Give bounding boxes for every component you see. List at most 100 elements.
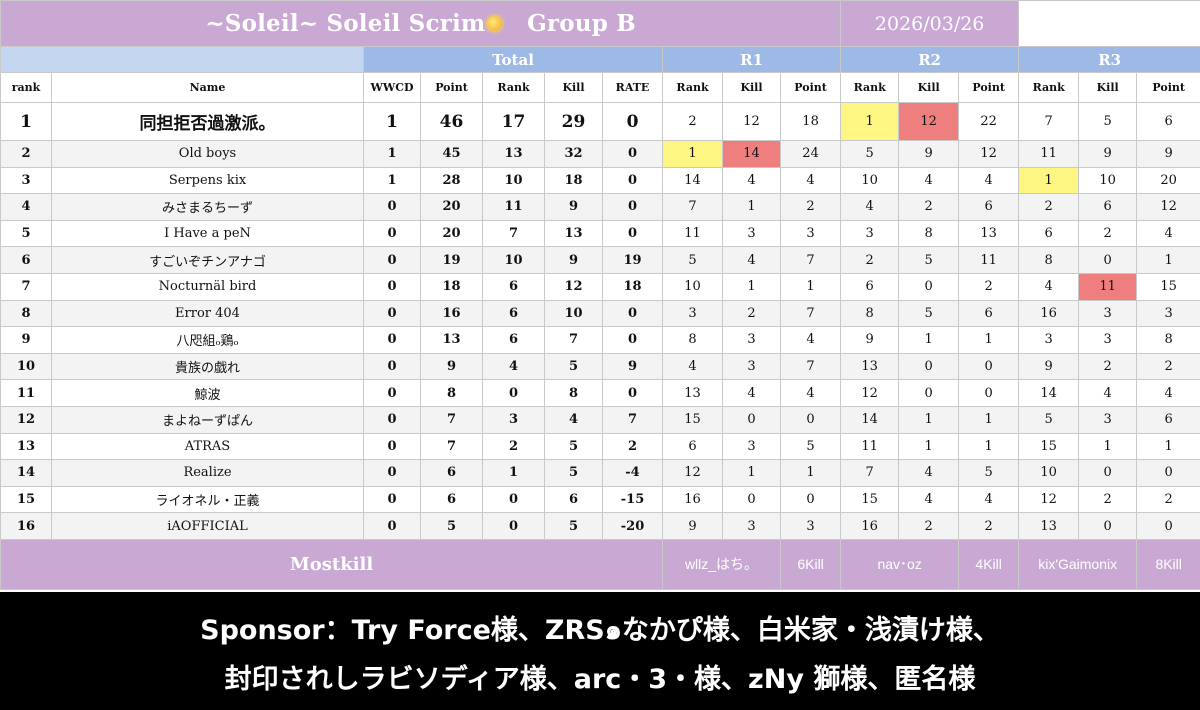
r3-rank-cell: 9 bbox=[1018, 352, 1080, 381]
r3-point-cell: 2 bbox=[1136, 485, 1200, 514]
total-rank-cell: 3 bbox=[482, 405, 545, 434]
r1-rank-cell: 8 bbox=[662, 326, 723, 354]
scrim-title: ~Soleil~ Soleil Scrim Group B bbox=[0, 0, 842, 47]
r2-rank-cell: 11 bbox=[840, 432, 900, 461]
r1-kill-cell: 1 bbox=[722, 272, 781, 301]
r2-kill-cell: 1 bbox=[898, 326, 960, 354]
r2-kill-col-header: Kill bbox=[898, 72, 960, 103]
r2-rank-cell: 3 bbox=[840, 219, 900, 248]
r2-rank-cell: 13 bbox=[840, 352, 900, 381]
r1-kill-cell: 4 bbox=[722, 166, 781, 195]
rank-cell: 4 bbox=[0, 193, 52, 221]
table-row: 3 Serpens kix 1 28 10 18 0 14 4 4 10 4 4 1 10 20 bbox=[0, 166, 1200, 195]
name-cell: 八咫組ₒ鶏ₒ bbox=[51, 326, 364, 354]
r1-kill-cell: 4 bbox=[722, 246, 781, 274]
total-point-cell: 18 bbox=[420, 272, 483, 301]
r2-point-cell: 12 bbox=[958, 140, 1020, 168]
r3-kill-cell: 11 bbox=[1078, 272, 1138, 301]
r3-point-cell: 6 bbox=[1136, 102, 1200, 141]
r3-kill-cell: 10 bbox=[1078, 166, 1138, 195]
total-kill-cell: 29 bbox=[544, 102, 603, 141]
r3-rank-cell: 2 bbox=[1018, 193, 1080, 221]
name-cell: Old boys bbox=[51, 140, 364, 168]
r2-kill-cell: 1 bbox=[898, 432, 960, 461]
total-point-col-header: Point bbox=[420, 72, 483, 103]
r3-point-cell: 8 bbox=[1136, 326, 1200, 354]
table-row: 16 iAOFFICIAL 0 5 0 5 -20 9 3 3 16 2 2 13 0 0 bbox=[0, 512, 1200, 540]
group-blank bbox=[0, 46, 364, 73]
r1-point-cell: 7 bbox=[779, 352, 842, 381]
r2-rank-cell: 14 bbox=[840, 405, 900, 434]
rank-cell: 5 bbox=[0, 219, 52, 248]
r2-point-cell: 1 bbox=[958, 405, 1020, 434]
r3-kill-cell: 0 bbox=[1078, 459, 1138, 487]
r2-rank-cell: 12 bbox=[840, 379, 900, 407]
wwcd-cell: 0 bbox=[363, 352, 421, 381]
total-kill-col-header: Kill bbox=[544, 72, 603, 103]
rank-cell: 3 bbox=[0, 166, 52, 195]
r2-point-cell: 13 bbox=[958, 219, 1020, 248]
total-kill-cell: 12 bbox=[544, 272, 603, 301]
r1-point-col-header: Point bbox=[779, 72, 842, 103]
rate-cell: 0 bbox=[602, 299, 663, 328]
r2-rank-cell: 8 bbox=[840, 299, 900, 328]
total-kill-cell: 8 bbox=[544, 379, 603, 407]
r2-point-cell: 5 bbox=[958, 459, 1020, 487]
r2-point-cell: 1 bbox=[958, 326, 1020, 354]
total-point-cell: 13 bbox=[420, 326, 483, 354]
r1-rank-cell: 2 bbox=[662, 102, 723, 141]
sponsor-banner: Sponsor：Try Force様、ZRS๑なかぴ様、白米家・浅漬け様、 封印… bbox=[0, 592, 1200, 710]
r3-point-cell: 6 bbox=[1136, 405, 1200, 434]
r2-kill-cell: 4 bbox=[898, 459, 960, 487]
r1-kill-cell: 3 bbox=[722, 326, 781, 354]
blank-title-cell bbox=[1018, 0, 1200, 47]
name-cell: まよねーずぱん bbox=[51, 405, 364, 434]
rate-cell: 0 bbox=[602, 140, 663, 168]
name-cell: Serpens kix bbox=[51, 166, 364, 195]
name-cell: Realize bbox=[51, 459, 364, 487]
r1-rank-col-header: Rank bbox=[662, 72, 723, 103]
r2-rank-cell: 10 bbox=[840, 166, 900, 195]
total-rank-cell: 0 bbox=[482, 512, 545, 540]
r1-kill-cell: 3 bbox=[722, 512, 781, 540]
rank-cell: 16 bbox=[0, 512, 52, 540]
r1-kill-cell: 2 bbox=[722, 299, 781, 328]
total-rank-cell: 6 bbox=[482, 299, 545, 328]
r2-rank-col-header: Rank bbox=[840, 72, 900, 103]
r1-point-cell: 2 bbox=[779, 193, 842, 221]
r2-kill-cell: 2 bbox=[898, 512, 960, 540]
table-row: 7 Nocturnäl bird 0 18 6 12 18 10 1 1 6 0 2 4 11 15 bbox=[0, 272, 1200, 301]
rank-cell: 6 bbox=[0, 246, 52, 274]
r2-point-cell: 6 bbox=[958, 299, 1020, 328]
r1-point-cell: 4 bbox=[779, 379, 842, 407]
r2-kill-cell: 0 bbox=[898, 352, 960, 381]
rank-cell: 14 bbox=[0, 459, 52, 487]
r1-rank-cell: 5 bbox=[662, 246, 723, 274]
name-col-header: Name bbox=[51, 72, 364, 103]
r3-rank-cell: 7 bbox=[1018, 102, 1080, 141]
r1-rank-cell: 7 bbox=[662, 193, 723, 221]
total-point-cell: 46 bbox=[420, 102, 483, 141]
total-rank-cell: 2 bbox=[482, 432, 545, 461]
total-kill-cell: 5 bbox=[544, 459, 603, 487]
r2-point-cell: 11 bbox=[958, 246, 1020, 274]
table-row: 12 まよねーずぱん 0 7 3 4 7 15 0 0 14 1 1 5 3 6 bbox=[0, 405, 1200, 434]
r3-rank-cell: 8 bbox=[1018, 246, 1080, 274]
rank-cell: 9 bbox=[0, 326, 52, 354]
total-point-cell: 28 bbox=[420, 166, 483, 195]
r3-kill-cell: 5 bbox=[1078, 102, 1138, 141]
r1-rank-cell: 16 bbox=[662, 485, 723, 514]
r1-point-cell: 4 bbox=[779, 326, 842, 354]
date-cell: 2026/03/26 bbox=[840, 0, 1020, 47]
wwcd-cell: 0 bbox=[363, 193, 421, 221]
r2-point-col-header: Point bbox=[958, 72, 1020, 103]
group-total: Total bbox=[363, 46, 663, 73]
r3-point-cell: 4 bbox=[1136, 219, 1200, 248]
r1-kill-cell: 3 bbox=[722, 432, 781, 461]
total-kill-cell: 10 bbox=[544, 299, 603, 328]
r1-kill-cell: 3 bbox=[722, 352, 781, 381]
mostkill-r1-player: wllz_はち。 bbox=[662, 538, 781, 590]
r3-point-cell: 20 bbox=[1136, 166, 1200, 195]
r1-rank-cell: 11 bbox=[662, 219, 723, 248]
